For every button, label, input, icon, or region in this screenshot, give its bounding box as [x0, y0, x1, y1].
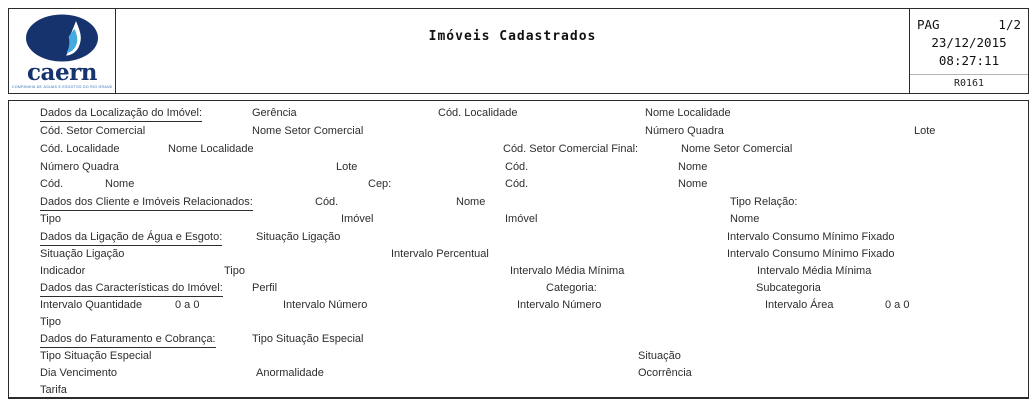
- report-row: Dados dos Cliente e Imóveis Relacionados…: [9, 196, 1028, 211]
- field-label-perfil: Perfil: [252, 282, 278, 294]
- field-label-intervalo-percentual: Intervalo Percentual: [391, 248, 489, 260]
- field-label-ocorrencia: Ocorrência: [638, 367, 692, 379]
- report-row: Cód. Setor Comercial Nome Setor Comercia…: [9, 125, 1028, 139]
- page-indicator: PAG 1/2: [910, 16, 1028, 34]
- field-label-cod: Cód.: [315, 196, 339, 208]
- report-row: Tipo Situação Especial Situação: [9, 350, 1028, 364]
- field-label-situacao-ligacao: Situação Ligação: [256, 231, 341, 243]
- field-label-nome-setor-comercial: Nome Setor Comercial: [681, 143, 793, 155]
- field-label-cod-setor-comercial-final: Cód. Setor Comercial Final:: [503, 143, 639, 155]
- field-label-intervalo-media-minima: Intervalo Média Mínima: [757, 265, 872, 277]
- field-label-cod-localidade: Cód. Localidade: [40, 143, 120, 155]
- field-label-tipo: Tipo: [40, 213, 61, 225]
- field-label-intervalo-area: Intervalo Área: [765, 299, 834, 311]
- field-label-imovel: Imóvel: [341, 213, 374, 225]
- field-label-intervalo-consumo-minimo-fixado: Intervalo Consumo Mínimo Fixado: [727, 248, 895, 260]
- field-label-tipo: Tipo: [224, 265, 245, 277]
- report-title-area: Imóveis Cadastrados: [116, 9, 909, 93]
- field-label-cod: Cód.: [505, 178, 529, 190]
- caern-logo-tagline: COMPANHIA DE ÁGUAS E ESGOTOS DO RIO GRAN…: [12, 84, 112, 89]
- field-label-categoria: Categoria:: [546, 282, 597, 294]
- report-row: Intervalo Quantidade 0 a 0 Intervalo Núm…: [9, 299, 1028, 313]
- report-title: Imóveis Cadastrados: [428, 29, 597, 44]
- report-row: Dados da Ligação de Água e Esgoto: Situa…: [9, 231, 1028, 246]
- section-title-clientes-imoveis: Dados dos Cliente e Imóveis Relacionados…: [40, 196, 253, 211]
- report-date: 23/12/2015: [931, 35, 1007, 50]
- field-label-numero-quadra: Número Quadra: [645, 125, 724, 137]
- field-label-nome-localidade: Nome Localidade: [645, 107, 731, 119]
- field-label-intervalo-numero: Intervalo Número: [283, 299, 368, 311]
- field-label-situacao: Situação: [638, 350, 681, 362]
- field-label-cod-localidade: Cód. Localidade: [438, 107, 518, 119]
- report-row: Dados das Características do Imóvel: Per…: [9, 282, 1028, 297]
- page-label: PAG: [917, 17, 940, 32]
- caern-logo-text: caern: [27, 59, 97, 87]
- section-title-caracteristicas-imovel: Dados das Características do Imóvel:: [40, 282, 223, 297]
- field-label-intervalo-quantidade: Intervalo Quantidade: [40, 299, 143, 311]
- page-info-panel: PAG 1/2 23/12/2015 08:27:11 R0161: [909, 9, 1028, 93]
- field-label-nome: Nome: [678, 178, 708, 190]
- field-label-intervalo-media-minima: Intervalo Média Mínima: [510, 265, 625, 277]
- report-row: Tipo Imóvel Imóvel Nome: [9, 213, 1028, 227]
- section-title-ligacao-agua-esgoto: Dados da Ligação de Água e Esgoto:: [40, 231, 223, 246]
- caern-logo: caern COMPANHIA DE ÁGUAS E ESGOTOS DO RI…: [9, 9, 116, 93]
- field-label-subcategoria: Subcategoria: [756, 282, 821, 294]
- report-row: Dados do Faturamento e Cobrança: Tipo Si…: [9, 333, 1028, 348]
- field-label-cod-setor-comercial: Cód. Setor Comercial: [40, 125, 146, 137]
- report-time: 08:27:11: [938, 53, 1000, 68]
- section-title-localizacao-imovel: Dados da Localização do Imóvel:: [40, 107, 203, 122]
- field-value-intervalo-area: 0 a 0: [885, 299, 910, 311]
- report-row: Número Quadra Lote Cód. Nome: [9, 161, 1028, 175]
- field-label-tipo-situacao-especial: Tipo Situação Especial: [252, 333, 364, 345]
- field-label-tipo-situacao-especial: Tipo Situação Especial: [40, 350, 152, 362]
- field-label-tarifa: Tarifa: [40, 384, 67, 396]
- water-drop-icon: [26, 14, 98, 62]
- field-label-indicador: Indicador: [40, 265, 86, 277]
- field-label-dia-vencimento: Dia Vencimento: [40, 367, 118, 379]
- report-row: Indicador Tipo Intervalo Média Mínima In…: [9, 265, 1028, 279]
- field-value-intervalo-quantidade: 0 a 0: [175, 299, 200, 311]
- field-label-cep: Cep:: [368, 178, 392, 190]
- field-label-nome-localidade: Nome Localidade: [168, 143, 254, 155]
- report-row: Tipo: [9, 316, 1028, 330]
- report-header: caern COMPANHIA DE ÁGUAS E ESGOTOS DO RI…: [8, 8, 1029, 94]
- report-row: Cód. Nome Cep: Cód. Nome: [9, 178, 1028, 192]
- report-code: R0161: [910, 74, 1028, 89]
- field-label-numero-quadra: Número Quadra: [40, 161, 119, 173]
- field-label-tipo: Tipo: [40, 316, 61, 328]
- page-number: 1/2: [998, 17, 1021, 32]
- field-label-intervalo-consumo-minimo-fixado: Intervalo Consumo Mínimo Fixado: [727, 231, 895, 243]
- report-row: Tarifa: [9, 384, 1028, 398]
- field-label-lote: Lote: [336, 161, 358, 173]
- field-label-nome: Nome: [678, 161, 708, 173]
- report-row: Dados da Localização do Imóvel: Gerência…: [9, 107, 1028, 122]
- field-label-anormalidade: Anormalidade: [256, 367, 324, 379]
- field-label-cod: Cód.: [40, 178, 64, 190]
- field-label-nome: Nome: [730, 213, 760, 225]
- field-label-intervalo-numero: Intervalo Número: [517, 299, 602, 311]
- report-row: Cód. Localidade Nome Localidade Cód. Set…: [9, 143, 1028, 157]
- field-label-gerencia: Gerência: [252, 107, 297, 119]
- report-row: Dia Vencimento Anormalidade Ocorrência: [9, 367, 1028, 381]
- section-title-faturamento-cobranca: Dados do Faturamento e Cobrança:: [40, 333, 216, 348]
- field-label-cod: Cód.: [505, 161, 529, 173]
- field-label-nome: Nome: [105, 178, 135, 190]
- report-row: Situação Ligação Intervalo Percentual In…: [9, 248, 1028, 262]
- report-body: Dados da Localização do Imóvel: Gerência…: [8, 100, 1029, 399]
- field-label-situacao-ligacao: Situação Ligação: [40, 248, 125, 260]
- field-label-imovel: Imóvel: [505, 213, 538, 225]
- field-label-lote: Lote: [914, 125, 936, 137]
- field-label-nome: Nome: [456, 196, 486, 208]
- field-label-nome-setor-comercial: Nome Setor Comercial: [252, 125, 364, 137]
- field-label-tipo-relacao: Tipo Relação:: [730, 196, 798, 208]
